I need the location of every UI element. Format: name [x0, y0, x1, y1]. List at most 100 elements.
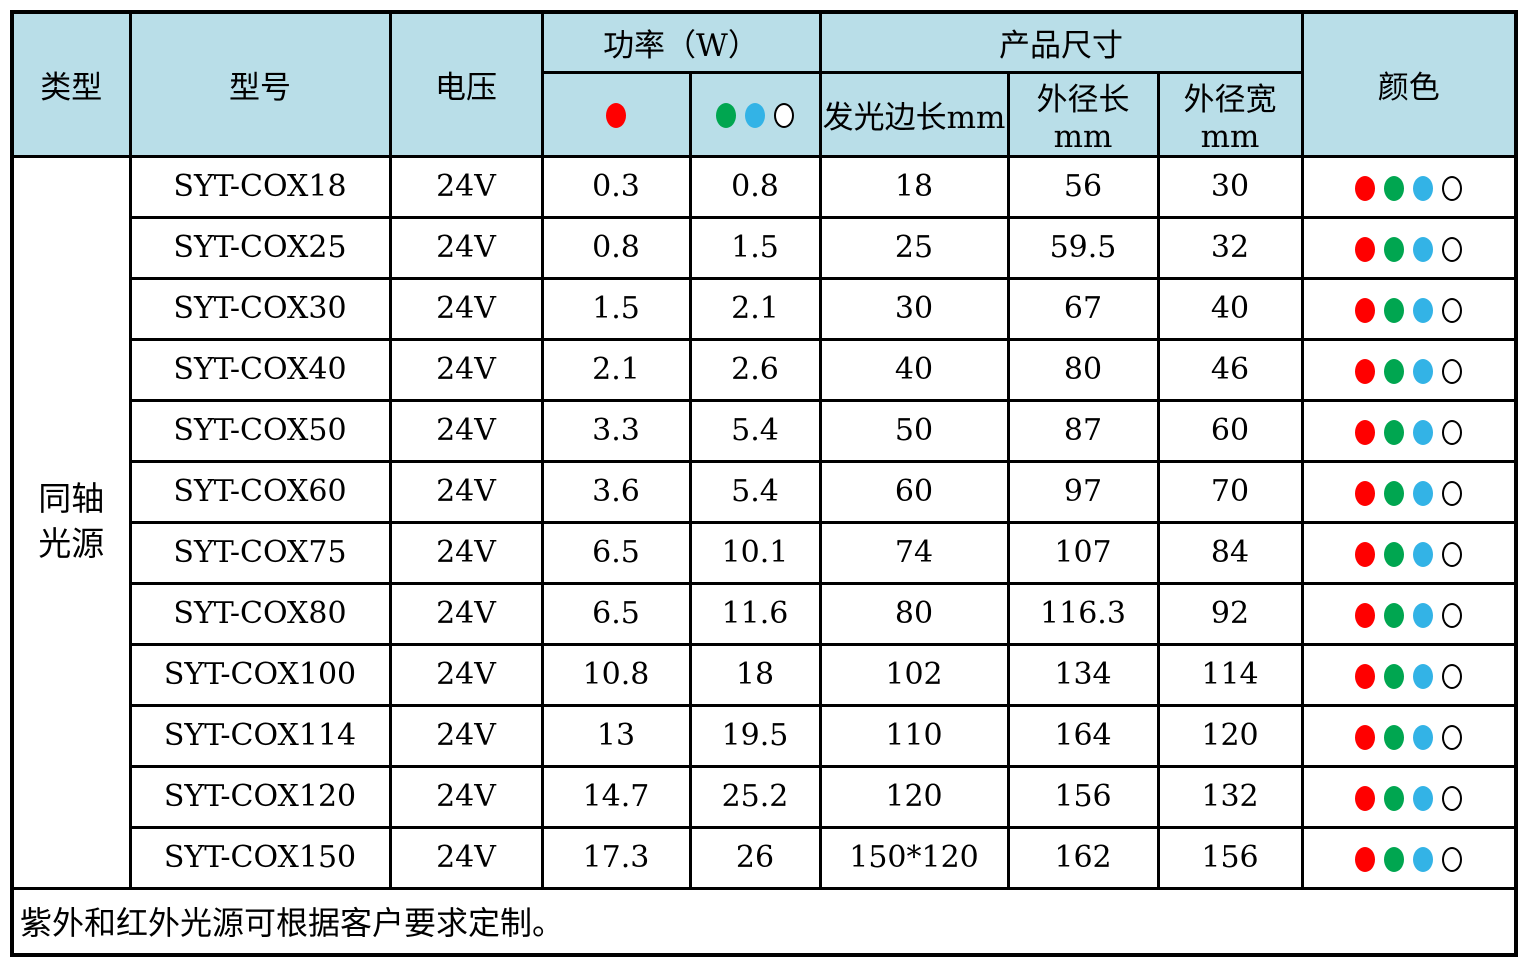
color-options-cell: [1300, 581, 1518, 646]
category-line: 同轴: [38, 479, 105, 519]
white-dot-icon: [1442, 663, 1463, 689]
power-red-cell: 3.3: [540, 398, 692, 463]
outer-length-cell: 97: [1006, 459, 1160, 524]
green-dot-icon: [1384, 175, 1405, 201]
voltage-cell: 24V: [388, 764, 544, 829]
blue-dot-icon: [1413, 724, 1434, 750]
emit-side-cell: 50: [818, 398, 1010, 463]
table-header: 类型 型号 电压 功率（W） 产品尺寸 颜色 发光边长mm 外径长mm 外径宽m…: [10, 10, 1518, 158]
white-dot-icon: [1442, 602, 1463, 628]
table-row: SYT-COX120 24V 14.7 25.2 120 156 132: [12, 764, 1518, 829]
outer-length-cell: 67: [1006, 276, 1160, 341]
green-dot-icon: [1384, 663, 1405, 689]
white-dot-icon: [1442, 419, 1463, 445]
voltage-cell: 24V: [388, 276, 544, 341]
outer-length-cell: 59.5: [1006, 215, 1160, 280]
category-line: 光源: [38, 524, 105, 563]
voltage-cell: 24V: [388, 703, 544, 768]
outer-length-cell: 162: [1006, 825, 1160, 890]
power-multi-dots: [716, 103, 794, 128]
power-multi-cell: 25.2: [688, 764, 822, 829]
green-dot-icon: [1384, 236, 1405, 262]
outer-length-cell: 56: [1006, 154, 1160, 219]
outer-width-cell: 120: [1156, 703, 1304, 768]
emit-side-cell: 80: [818, 581, 1010, 646]
green-dot-icon: [716, 103, 736, 128]
blue-dot-icon: [1413, 297, 1434, 323]
model-cell: SYT-COX50: [128, 398, 392, 463]
red-dot-icon: [1355, 541, 1376, 567]
blue-dot-icon: [1413, 541, 1434, 567]
table-row: SYT-COX30 24V 1.5 2.1 30 67 40: [12, 276, 1518, 341]
red-dot-icon: [1355, 175, 1376, 201]
outer-length-cell: 80: [1006, 337, 1160, 402]
red-dot-icon: [1355, 663, 1376, 689]
table-row: SYT-COX150 24V 17.3 26 150*120 162 156: [12, 825, 1518, 890]
outer-width-cell: 84: [1156, 520, 1304, 585]
table-row: SYT-COX100 24V 10.8 18 102 134 114: [12, 642, 1518, 707]
table-row: SYT-COX40 24V 2.1 2.6 40 80 46: [12, 337, 1518, 402]
emit-side-cell: 60: [818, 459, 1010, 524]
model-cell: SYT-COX40: [128, 337, 392, 402]
white-dot-icon: [1442, 541, 1463, 567]
power-multi-cell: 11.6: [688, 581, 822, 646]
color-options-cell: [1300, 825, 1518, 890]
red-dot-icon: [1355, 236, 1376, 262]
header-power-red: [540, 70, 692, 158]
header-outer-width: 外径宽mm: [1156, 70, 1304, 158]
color-dots: [1355, 541, 1463, 567]
emit-side-cell: 18: [818, 154, 1010, 219]
header-color: 颜色: [1300, 10, 1518, 158]
green-dot-icon: [1384, 602, 1405, 628]
green-dot-icon: [1384, 846, 1405, 872]
power-red-cell: 0.8: [540, 215, 692, 280]
white-dot-icon: [1442, 480, 1463, 506]
color-options-cell: [1300, 215, 1518, 280]
voltage-cell: 24V: [388, 154, 544, 219]
outer-width-cell: 132: [1156, 764, 1304, 829]
power-red-cell: 17.3: [540, 825, 692, 890]
green-dot-icon: [1384, 724, 1405, 750]
emit-side-cell: 30: [818, 276, 1010, 341]
header-outer-length: 外径长mm: [1006, 70, 1160, 158]
color-dots: [1355, 419, 1463, 445]
outer-width-cell: 70: [1156, 459, 1304, 524]
model-cell: SYT-COX100: [128, 642, 392, 707]
header-emit-side: 发光边长mm: [818, 70, 1010, 158]
outer-width-cell: 114: [1156, 642, 1304, 707]
power-multi-cell: 26: [688, 825, 822, 890]
blue-dot-icon: [1413, 602, 1434, 628]
power-multi-cell: 18: [688, 642, 822, 707]
color-dots: [1355, 358, 1463, 384]
header-type: 类型: [10, 10, 132, 158]
voltage-cell: 24V: [388, 398, 544, 463]
header-row-sub: 发光边长mm 外径长mm 外径宽mm: [12, 70, 1516, 158]
emit-side-cell: 25: [818, 215, 1010, 280]
white-dot-icon: [1442, 724, 1463, 750]
voltage-cell: 24V: [388, 581, 544, 646]
voltage-cell: 24V: [388, 459, 544, 524]
green-dot-icon: [1384, 785, 1405, 811]
header-row-top: 类型 型号 电压 功率（W） 产品尺寸 颜色: [10, 10, 1518, 158]
color-dots: [1355, 297, 1463, 323]
power-multi-cell: 5.4: [688, 398, 822, 463]
color-dots: [1355, 724, 1463, 750]
green-dot-icon: [1384, 480, 1405, 506]
white-dot-icon: [1442, 297, 1463, 323]
power-red-cell: 6.5: [540, 520, 692, 585]
power-red-dots: [606, 103, 626, 128]
red-dot-icon: [1355, 724, 1376, 750]
color-options-cell: [1300, 276, 1518, 341]
power-red-cell: 1.5: [540, 276, 692, 341]
color-dots: [1355, 602, 1463, 628]
power-red-cell: 10.8: [540, 642, 692, 707]
voltage-cell: 24V: [388, 825, 544, 890]
red-dot-icon: [1355, 846, 1376, 872]
outer-width-cell: 46: [1156, 337, 1304, 402]
outer-length-cell: 164: [1006, 703, 1160, 768]
power-red-cell: 3.6: [540, 459, 692, 524]
table-row: SYT-COX50 24V 3.3 5.4 50 87 60: [12, 398, 1518, 463]
voltage-cell: 24V: [388, 215, 544, 280]
table-row: SYT-COX75 24V 6.5 10.1 74 107 84: [12, 520, 1518, 585]
red-dot-icon: [606, 103, 626, 128]
